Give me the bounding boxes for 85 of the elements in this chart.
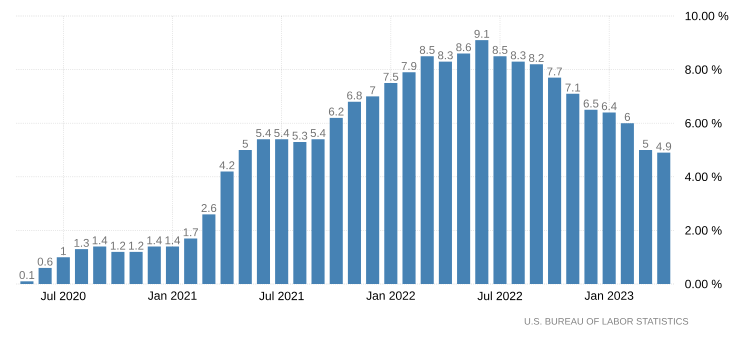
data-label: 1.2 — [110, 242, 126, 250]
bar — [256, 139, 270, 284]
bar — [330, 118, 343, 284]
data-label: 7 — [370, 86, 376, 94]
data-label: 5 — [642, 140, 648, 148]
data-label: 8.5 — [420, 46, 435, 54]
data-label: 1.7 — [184, 228, 198, 236]
x-tick-label: Jan 2023 — [584, 291, 634, 300]
bar — [238, 150, 252, 284]
x-tick-label: Jul 2021 — [259, 291, 304, 300]
data-label: 7.1 — [565, 84, 580, 92]
bar — [220, 171, 234, 284]
bar — [584, 110, 598, 284]
bar — [311, 139, 325, 284]
bar — [602, 112, 616, 284]
data-label: 6.4 — [602, 102, 617, 110]
x-tick-label: Jan 2022 — [366, 291, 415, 300]
bar — [475, 40, 488, 284]
data-label: 8.3 — [510, 51, 526, 60]
bar — [639, 150, 652, 284]
bar — [366, 96, 380, 284]
bar — [56, 257, 70, 284]
data-label: 1.4 — [165, 236, 180, 244]
data-label: 9.1 — [474, 30, 490, 38]
bar — [184, 238, 198, 284]
y-tick-label: 4.00 % — [684, 172, 722, 182]
bar — [20, 281, 34, 284]
data-label: 8.2 — [529, 54, 544, 62]
data-label: 7.5 — [384, 72, 398, 81]
bar — [111, 252, 124, 284]
bar — [566, 94, 580, 284]
data-label: 6.8 — [347, 91, 362, 100]
x-tick-label: Jan 2021 — [148, 291, 197, 300]
data-label: 5.3 — [292, 132, 308, 140]
data-label: 4.2 — [219, 161, 234, 170]
bar — [130, 252, 143, 284]
y-tick-label: 8.00 % — [685, 65, 722, 74]
bar — [620, 123, 634, 284]
bar — [420, 56, 434, 284]
data-label: 4.9 — [656, 142, 672, 150]
bar — [166, 246, 180, 284]
y-tick-label: 10.00 % — [686, 12, 728, 20]
text: U.S. BUREAU OF LABOR STATISTICS — [524, 318, 688, 325]
bar — [74, 249, 88, 284]
data-label: 5.4 — [310, 129, 326, 138]
data-label: 0.6 — [38, 258, 53, 266]
data-label: 8.6 — [456, 43, 471, 52]
data-label: 6.5 — [584, 100, 598, 108]
data-label: 1.2 — [129, 242, 144, 250]
bar — [348, 102, 361, 284]
bar — [384, 83, 398, 284]
bar — [93, 246, 106, 284]
bar — [530, 64, 543, 284]
x-tick-label: Jul 2020 — [40, 291, 86, 300]
x-tick-label: Jul 2022 — [478, 291, 522, 300]
data-label: 7.7 — [547, 68, 562, 76]
bar — [293, 142, 306, 284]
data-label: 2.6 — [202, 204, 216, 212]
data-label: 1 — [61, 247, 66, 255]
data-label: 1.4 — [147, 236, 162, 244]
bar — [438, 62, 452, 284]
bar — [548, 78, 562, 284]
data-label: 6 — [624, 112, 630, 121]
data-label: 8.3 — [438, 51, 453, 60]
y-tick-label: 6.00 % — [685, 118, 722, 128]
bar — [402, 72, 416, 284]
data-label: 5.4 — [256, 129, 272, 138]
bar — [38, 268, 52, 284]
bar — [148, 246, 161, 284]
data-label: 0.1 — [19, 271, 34, 280]
bar — [493, 56, 507, 284]
bar — [512, 62, 525, 284]
data-label: 1.4 — [92, 236, 108, 244]
bar — [457, 54, 470, 284]
y-tick-label: 0.00 % — [685, 280, 722, 288]
data-label: 5 — [242, 140, 248, 148]
bar — [657, 152, 670, 284]
y-tick-label: 2.00 % — [685, 226, 722, 235]
data-label: 1.3 — [74, 238, 89, 247]
bar — [202, 214, 216, 284]
bar — [275, 139, 288, 284]
data-label: 6.2 — [328, 108, 344, 116]
data-label: 7.9 — [402, 62, 416, 70]
data-label: 5.4 — [274, 129, 290, 138]
data-label: 8.5 — [492, 46, 508, 54]
